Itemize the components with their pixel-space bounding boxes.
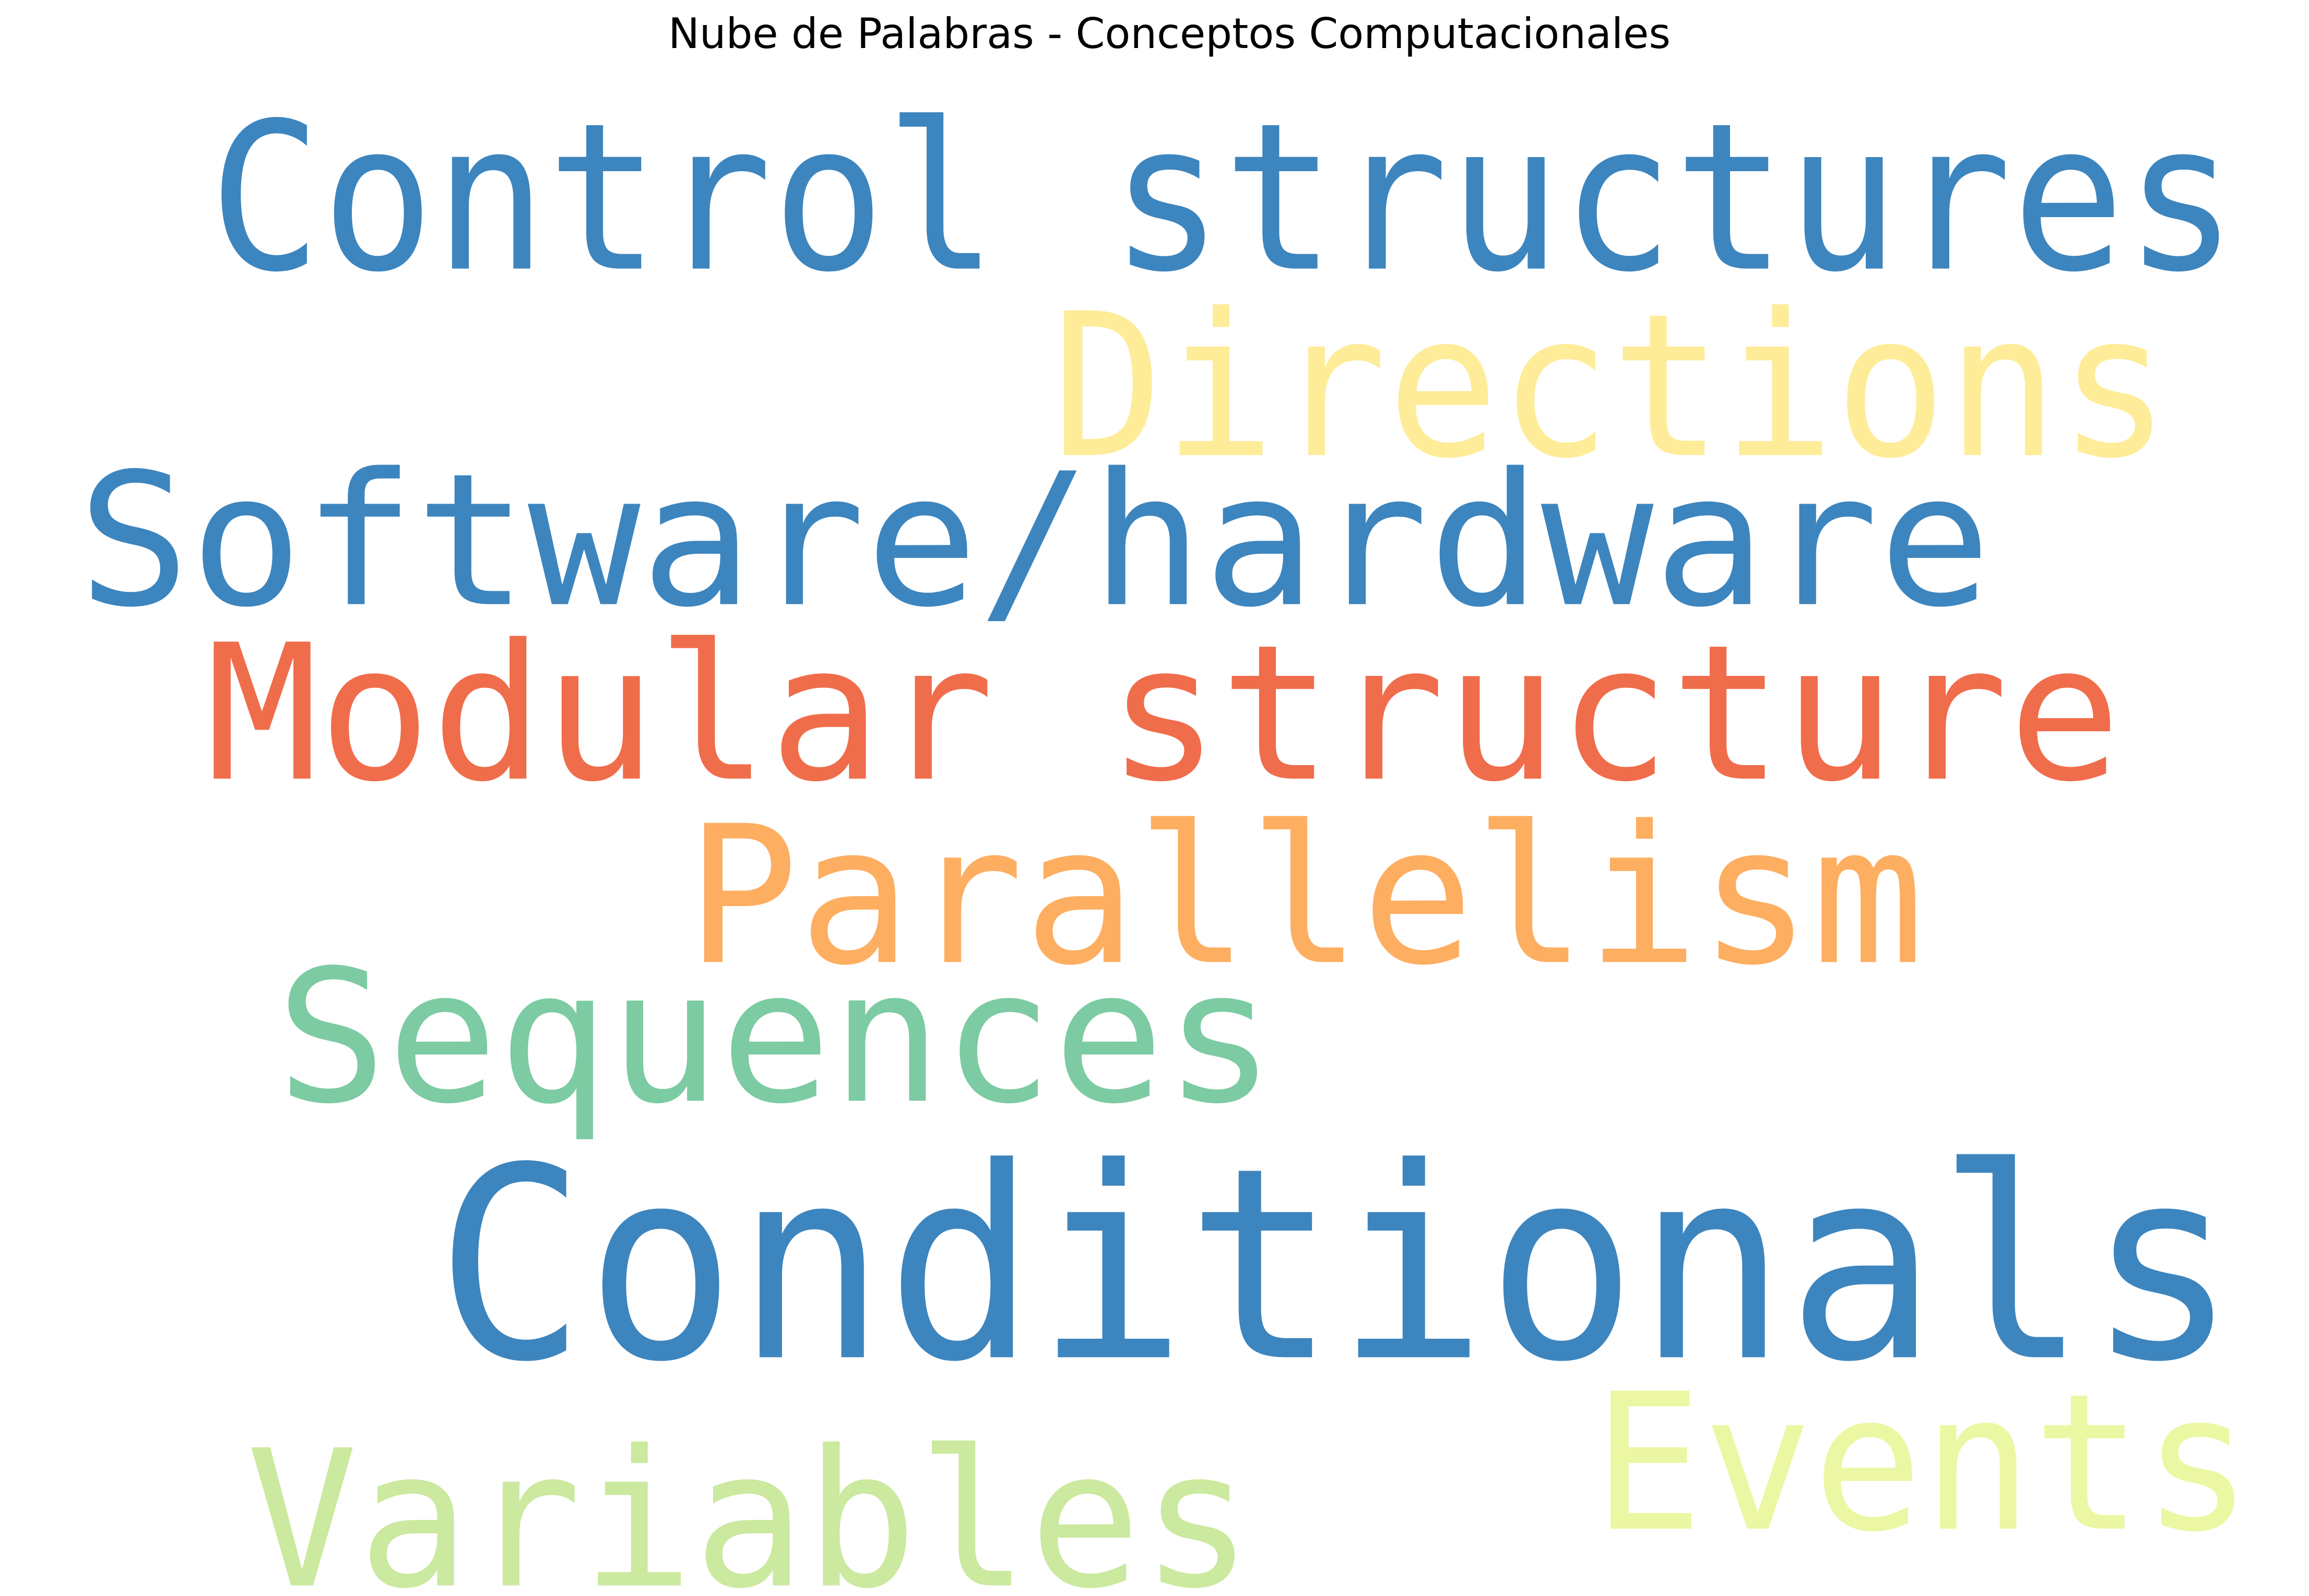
word: Modular structure [206,604,2121,823]
word: Events [1593,1353,2253,1574]
word: Software/hardware [78,434,1992,648]
word: Conditionals [435,1111,2237,1420]
title: Nube de Palabras - Conceptos Computacion… [668,9,1671,58]
word: Directions [1051,271,2170,502]
word: Variables [246,1410,1253,1596]
word: Sequences [276,931,1275,1144]
word: Control structures [209,80,2237,317]
word: Parallelism [686,785,1924,1007]
